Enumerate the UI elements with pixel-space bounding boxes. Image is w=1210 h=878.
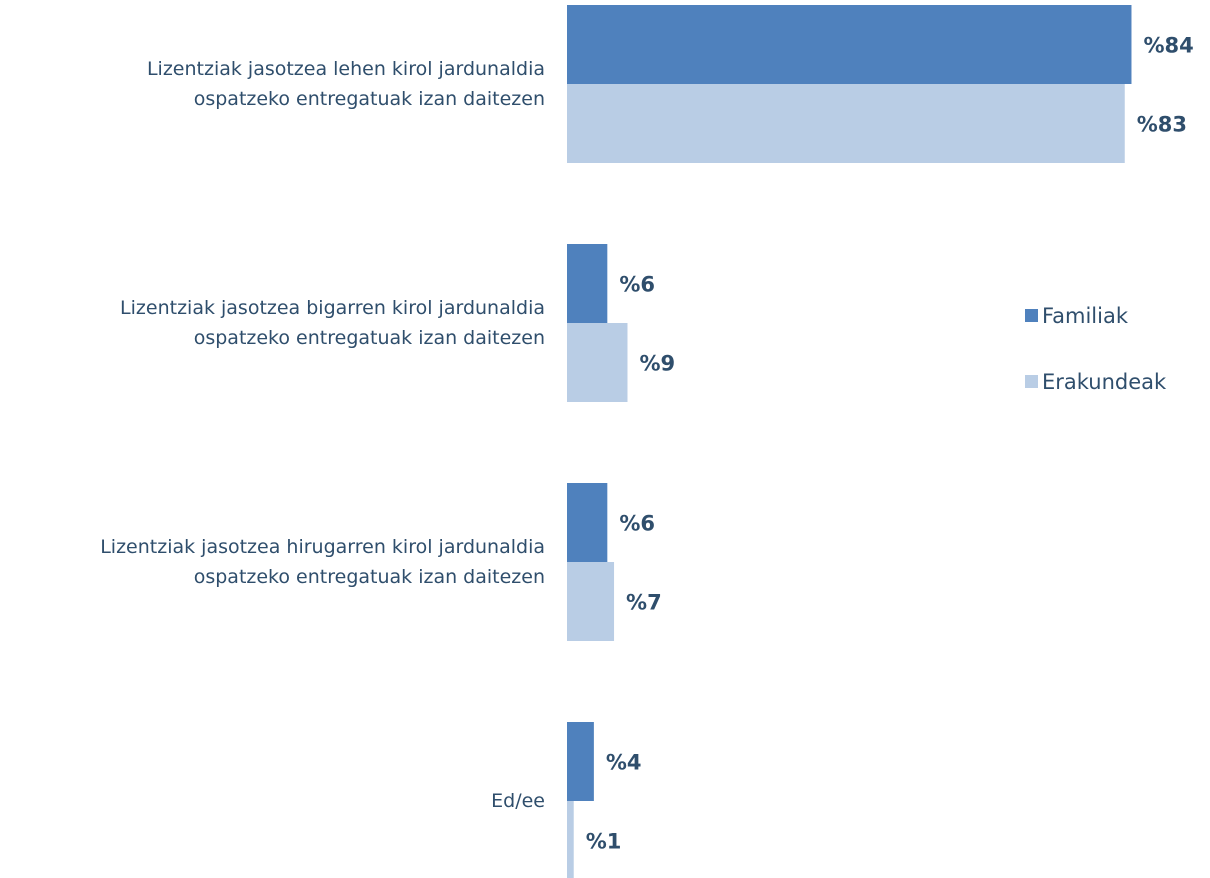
value-label: %6 — [619, 273, 655, 297]
value-label: %83 — [1137, 113, 1187, 137]
value-label: %7 — [626, 591, 662, 615]
bar — [567, 483, 608, 562]
category-label: Lizentziak jasotzea lehen kirol jardunal… — [146, 58, 545, 110]
value-label: %6 — [619, 512, 655, 536]
legend-label: Erakundeak — [1042, 370, 1167, 394]
bar — [567, 562, 615, 641]
bar — [567, 323, 628, 402]
value-label: %84 — [1143, 34, 1193, 58]
value-label: %4 — [606, 751, 642, 775]
legend-swatch — [1025, 309, 1038, 322]
value-label: %1 — [586, 830, 622, 854]
category-label: Lizentziak jasotzea hirugarren kirol jar… — [100, 536, 545, 588]
bar — [567, 5, 1132, 84]
legend-swatch — [1025, 375, 1038, 388]
legend-label: Familiak — [1042, 304, 1129, 328]
value-label: %9 — [639, 352, 675, 376]
category-label: Lizentziak jasotzea bigarren kirol jardu… — [120, 297, 545, 349]
bar — [567, 244, 608, 323]
bar — [567, 801, 574, 878]
bar — [567, 84, 1125, 163]
bar — [567, 722, 594, 801]
category-label: Ed/ee — [491, 790, 545, 812]
